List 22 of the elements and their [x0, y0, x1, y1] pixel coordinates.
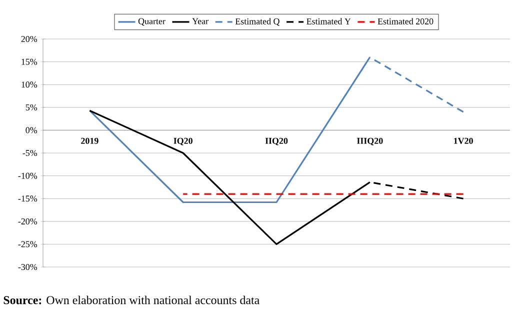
legend-label: Year: [192, 18, 208, 24]
y-tick-label: -20%: [18, 218, 38, 224]
text: Source: Own elaboration with national accounts data: [4, 296, 260, 304]
y-tick-label: -10%: [18, 172, 38, 179]
y-tick-label: 10%: [22, 82, 38, 88]
y-tick-label: -25%: [18, 241, 38, 248]
x-tick-label: IQ20: [174, 138, 192, 146]
y-tick-label: -15%: [18, 196, 38, 202]
y-tick-label: 5%: [26, 104, 38, 110]
y-tick-label: 15%: [22, 58, 38, 65]
legend-label: Estimated Y: [306, 18, 351, 24]
y-tick-label: 0%: [26, 127, 38, 134]
y-tick-label: 20%: [21, 36, 38, 42]
y-tick-label: -30%: [18, 264, 38, 270]
x-tick-label: IIQ20: [265, 138, 288, 146]
legend-label: Quarter: [138, 18, 166, 26]
legend-label: Estimated Q: [235, 18, 280, 26]
x-tick-label: IIIQ20: [356, 138, 383, 146]
x-tick-label: 2019: [81, 138, 98, 144]
y-tick-label: -5%: [22, 150, 38, 156]
x-tick-label: 1V20: [454, 138, 473, 144]
legend-label: Estimated 2020: [378, 18, 434, 24]
